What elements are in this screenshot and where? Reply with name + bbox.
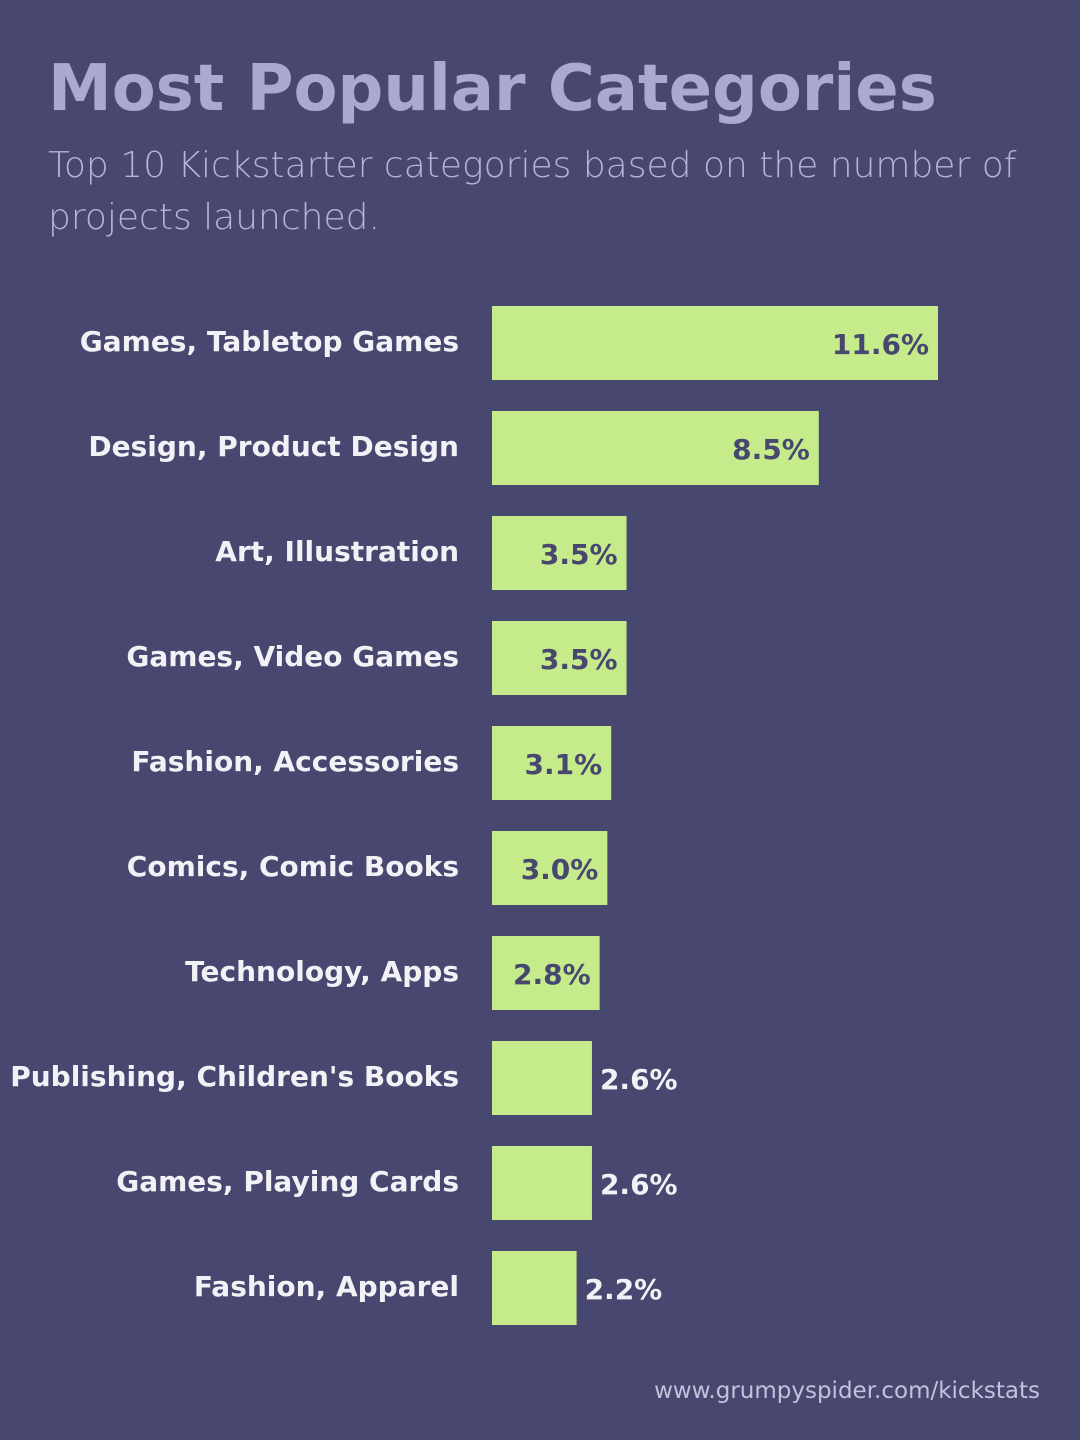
category-label: Art, Illustration [215, 535, 459, 568]
category-label: Games, Playing Cards [116, 1165, 459, 1198]
value-label: 2.8% [513, 958, 591, 991]
value-label: 8.5% [732, 433, 810, 466]
value-label: 2.2% [585, 1273, 663, 1306]
bar [492, 621, 627, 695]
category-label: Fashion, Accessories [131, 745, 459, 778]
value-label: 2.6% [600, 1063, 678, 1096]
category-label: Design, Product Design [88, 430, 459, 463]
chart-subtitle: Top 10 Kickstarter categories based on t… [48, 145, 1017, 238]
value-label: 3.0% [521, 853, 599, 886]
category-label: Games, Tabletop Games [80, 325, 459, 358]
category-label: Games, Video Games [126, 640, 459, 673]
bar [492, 831, 608, 905]
value-label: 3.5% [540, 643, 618, 676]
source-note: www.grumpyspider.com/kickstats [654, 1378, 1040, 1404]
bar [492, 726, 612, 800]
category-label: Comics, Comic Books [127, 850, 459, 883]
category-label: Technology, Apps [185, 955, 459, 988]
value-label: 3.5% [540, 538, 618, 571]
chart-title: Most Popular Categories [48, 52, 937, 126]
category-label: Publishing, Children's Books [10, 1060, 459, 1093]
bar [492, 306, 938, 380]
bar [492, 1041, 592, 1115]
bar [492, 936, 600, 1010]
bar [492, 1146, 592, 1220]
value-label: 11.6% [832, 328, 929, 361]
value-label: 3.1% [525, 748, 603, 781]
category-label: Fashion, Apparel [194, 1270, 459, 1303]
bar [492, 516, 627, 590]
bar [492, 1251, 577, 1325]
bar [492, 411, 819, 485]
value-label: 2.6% [600, 1168, 678, 1201]
